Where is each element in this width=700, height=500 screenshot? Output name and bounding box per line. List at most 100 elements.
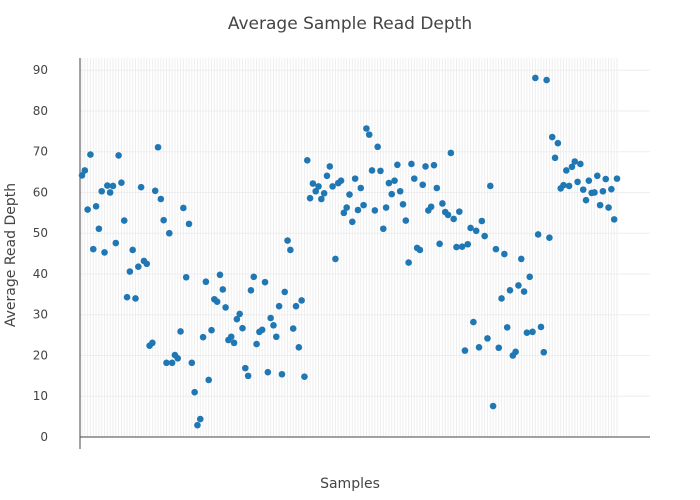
data-point[interactable] bbox=[563, 167, 570, 174]
data-point[interactable] bbox=[610, 216, 618, 223]
data-point[interactable] bbox=[191, 388, 198, 396]
data-point[interactable] bbox=[101, 249, 108, 256]
data-point[interactable] bbox=[233, 315, 241, 323]
data-point[interactable] bbox=[205, 376, 213, 384]
data-point[interactable] bbox=[554, 139, 562, 147]
data-point[interactable] bbox=[250, 273, 258, 281]
data-point[interactable] bbox=[410, 175, 418, 182]
data-point[interactable] bbox=[157, 195, 165, 203]
data-point[interactable] bbox=[464, 240, 472, 248]
data-point[interactable] bbox=[599, 187, 607, 195]
data-point[interactable] bbox=[92, 203, 100, 210]
data-point[interactable] bbox=[382, 204, 390, 211]
data-point[interactable] bbox=[354, 206, 362, 214]
data-point[interactable] bbox=[312, 187, 320, 195]
data-point[interactable] bbox=[591, 189, 598, 196]
data-point[interactable] bbox=[571, 158, 579, 165]
data-point[interactable] bbox=[534, 231, 542, 238]
data-point[interactable] bbox=[180, 204, 187, 212]
data-point[interactable] bbox=[447, 149, 455, 157]
data-point[interactable] bbox=[236, 310, 243, 318]
data-point[interactable] bbox=[419, 181, 427, 189]
data-point[interactable] bbox=[546, 234, 553, 242]
data-point[interactable] bbox=[478, 217, 486, 225]
data-point[interactable] bbox=[137, 183, 145, 191]
data-point[interactable] bbox=[379, 225, 387, 233]
data-point[interactable] bbox=[126, 268, 134, 275]
data-point[interactable] bbox=[78, 172, 86, 179]
data-point[interactable] bbox=[278, 370, 286, 378]
data-point[interactable] bbox=[371, 207, 379, 214]
data-point[interactable] bbox=[165, 229, 173, 237]
data-point[interactable] bbox=[275, 302, 283, 310]
data-point[interactable] bbox=[151, 187, 159, 195]
data-point[interactable] bbox=[109, 182, 117, 190]
data-point[interactable] bbox=[374, 143, 381, 151]
data-point[interactable] bbox=[332, 255, 339, 263]
data-point[interactable] bbox=[532, 74, 539, 82]
data-point[interactable] bbox=[289, 325, 297, 332]
data-point[interactable] bbox=[501, 250, 508, 258]
data-point[interactable] bbox=[202, 278, 210, 286]
data-point[interactable] bbox=[337, 177, 345, 184]
data-point[interactable] bbox=[143, 260, 151, 268]
data-point[interactable] bbox=[365, 131, 373, 138]
data-point[interactable] bbox=[303, 156, 311, 164]
data-point[interactable] bbox=[472, 227, 480, 235]
data-point[interactable] bbox=[318, 195, 325, 203]
data-point[interactable] bbox=[253, 340, 260, 348]
data-point[interactable] bbox=[196, 415, 204, 423]
data-point[interactable] bbox=[219, 286, 227, 293]
data-point[interactable] bbox=[540, 348, 548, 356]
data-point[interactable] bbox=[608, 185, 615, 193]
data-point[interactable] bbox=[351, 175, 359, 182]
data-point[interactable] bbox=[261, 278, 269, 286]
data-point[interactable] bbox=[467, 224, 474, 232]
data-point[interactable] bbox=[399, 201, 407, 208]
data-point[interactable] bbox=[185, 220, 193, 228]
data-point[interactable] bbox=[486, 182, 494, 190]
data-point[interactable] bbox=[416, 246, 424, 254]
data-point[interactable] bbox=[89, 245, 97, 253]
data-point[interactable] bbox=[168, 359, 176, 367]
data-point[interactable] bbox=[526, 273, 534, 281]
data-point[interactable] bbox=[596, 201, 604, 209]
data-point[interactable] bbox=[270, 322, 277, 329]
data-point[interactable] bbox=[458, 243, 466, 250]
data-point[interactable] bbox=[602, 175, 610, 183]
data-point[interactable] bbox=[135, 263, 142, 270]
data-point[interactable] bbox=[115, 152, 122, 159]
data-point[interactable] bbox=[160, 216, 167, 224]
data-point[interactable] bbox=[593, 172, 601, 180]
data-point[interactable] bbox=[239, 324, 246, 332]
data-point[interactable] bbox=[430, 161, 438, 169]
data-point[interactable] bbox=[106, 189, 114, 196]
data-point[interactable] bbox=[385, 179, 393, 187]
data-point[interactable] bbox=[560, 181, 567, 189]
data-point[interactable] bbox=[258, 326, 266, 334]
data-point[interactable] bbox=[484, 335, 491, 342]
data-point[interactable] bbox=[84, 206, 91, 213]
data-point[interactable] bbox=[309, 180, 317, 187]
data-point[interactable] bbox=[388, 190, 396, 198]
data-point[interactable] bbox=[267, 314, 274, 322]
data-point[interactable] bbox=[503, 324, 511, 331]
data-point[interactable] bbox=[456, 208, 463, 215]
data-point[interactable] bbox=[298, 297, 305, 304]
data-point[interactable] bbox=[537, 323, 545, 331]
data-point[interactable] bbox=[568, 163, 576, 171]
data-point[interactable] bbox=[475, 344, 483, 351]
data-point[interactable] bbox=[216, 271, 224, 279]
data-point[interactable] bbox=[98, 187, 106, 195]
data-point[interactable] bbox=[461, 347, 469, 354]
data-point[interactable] bbox=[582, 196, 590, 204]
data-point[interactable] bbox=[517, 255, 525, 263]
data-point[interactable] bbox=[357, 184, 365, 192]
data-point[interactable] bbox=[284, 237, 291, 244]
data-point[interactable] bbox=[453, 243, 460, 251]
data-point[interactable] bbox=[613, 175, 621, 182]
data-point[interactable] bbox=[450, 215, 457, 223]
data-point[interactable] bbox=[396, 187, 404, 195]
data-point[interactable] bbox=[360, 201, 367, 209]
data-point[interactable] bbox=[95, 225, 103, 233]
